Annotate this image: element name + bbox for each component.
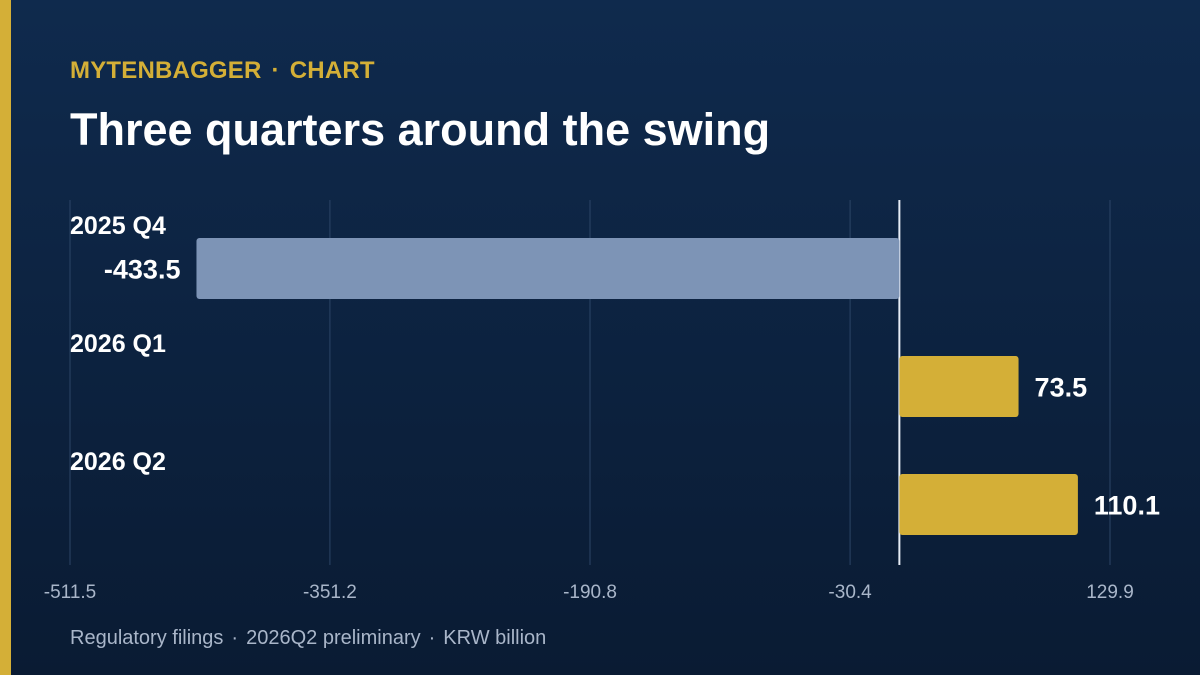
chart-title: Three quarters around the swing bbox=[70, 104, 771, 155]
accent-bar bbox=[0, 0, 11, 675]
kicker: MYTENBAGGER · CHART bbox=[70, 57, 375, 85]
category-label: 2025 Q4 bbox=[70, 212, 166, 240]
bar bbox=[899, 474, 1078, 535]
value-label: 73.5 bbox=[1035, 373, 1088, 403]
brand-label: MYTENBAGGER bbox=[70, 57, 262, 84]
bar-layer bbox=[196, 238, 1078, 535]
x-tick-label: 129.9 bbox=[1086, 582, 1134, 603]
footer-unit: KRW billion bbox=[443, 627, 547, 649]
category-label: 2026 Q1 bbox=[70, 330, 166, 358]
section-label: CHART bbox=[289, 57, 375, 84]
footer: Regulatory filings · 2026Q2 preliminary · KR… bbox=[70, 627, 546, 650]
value-label: -433.5 bbox=[104, 255, 181, 285]
x-tick-label: -351.2 bbox=[303, 582, 357, 603]
footer-separator: · bbox=[231, 627, 239, 649]
label-layer: -511.5 -351.2 -190.8 -30.4 129.9 2025 Q4 -433.… bbox=[44, 212, 1160, 603]
footer-source: Regulatory filings bbox=[70, 627, 224, 649]
bar bbox=[196, 238, 900, 299]
footer-separator: · bbox=[428, 627, 436, 649]
bar bbox=[899, 356, 1019, 417]
category-label: 2026 Q2 bbox=[70, 448, 166, 476]
x-tick-label: -30.4 bbox=[828, 582, 872, 603]
footer-note: 2026Q2 preliminary bbox=[246, 627, 421, 649]
x-tick-label: -190.8 bbox=[563, 582, 617, 603]
x-tick-label: -511.5 bbox=[44, 582, 96, 603]
value-label: 110.1 bbox=[1094, 491, 1160, 521]
kicker-separator: · bbox=[271, 57, 280, 84]
